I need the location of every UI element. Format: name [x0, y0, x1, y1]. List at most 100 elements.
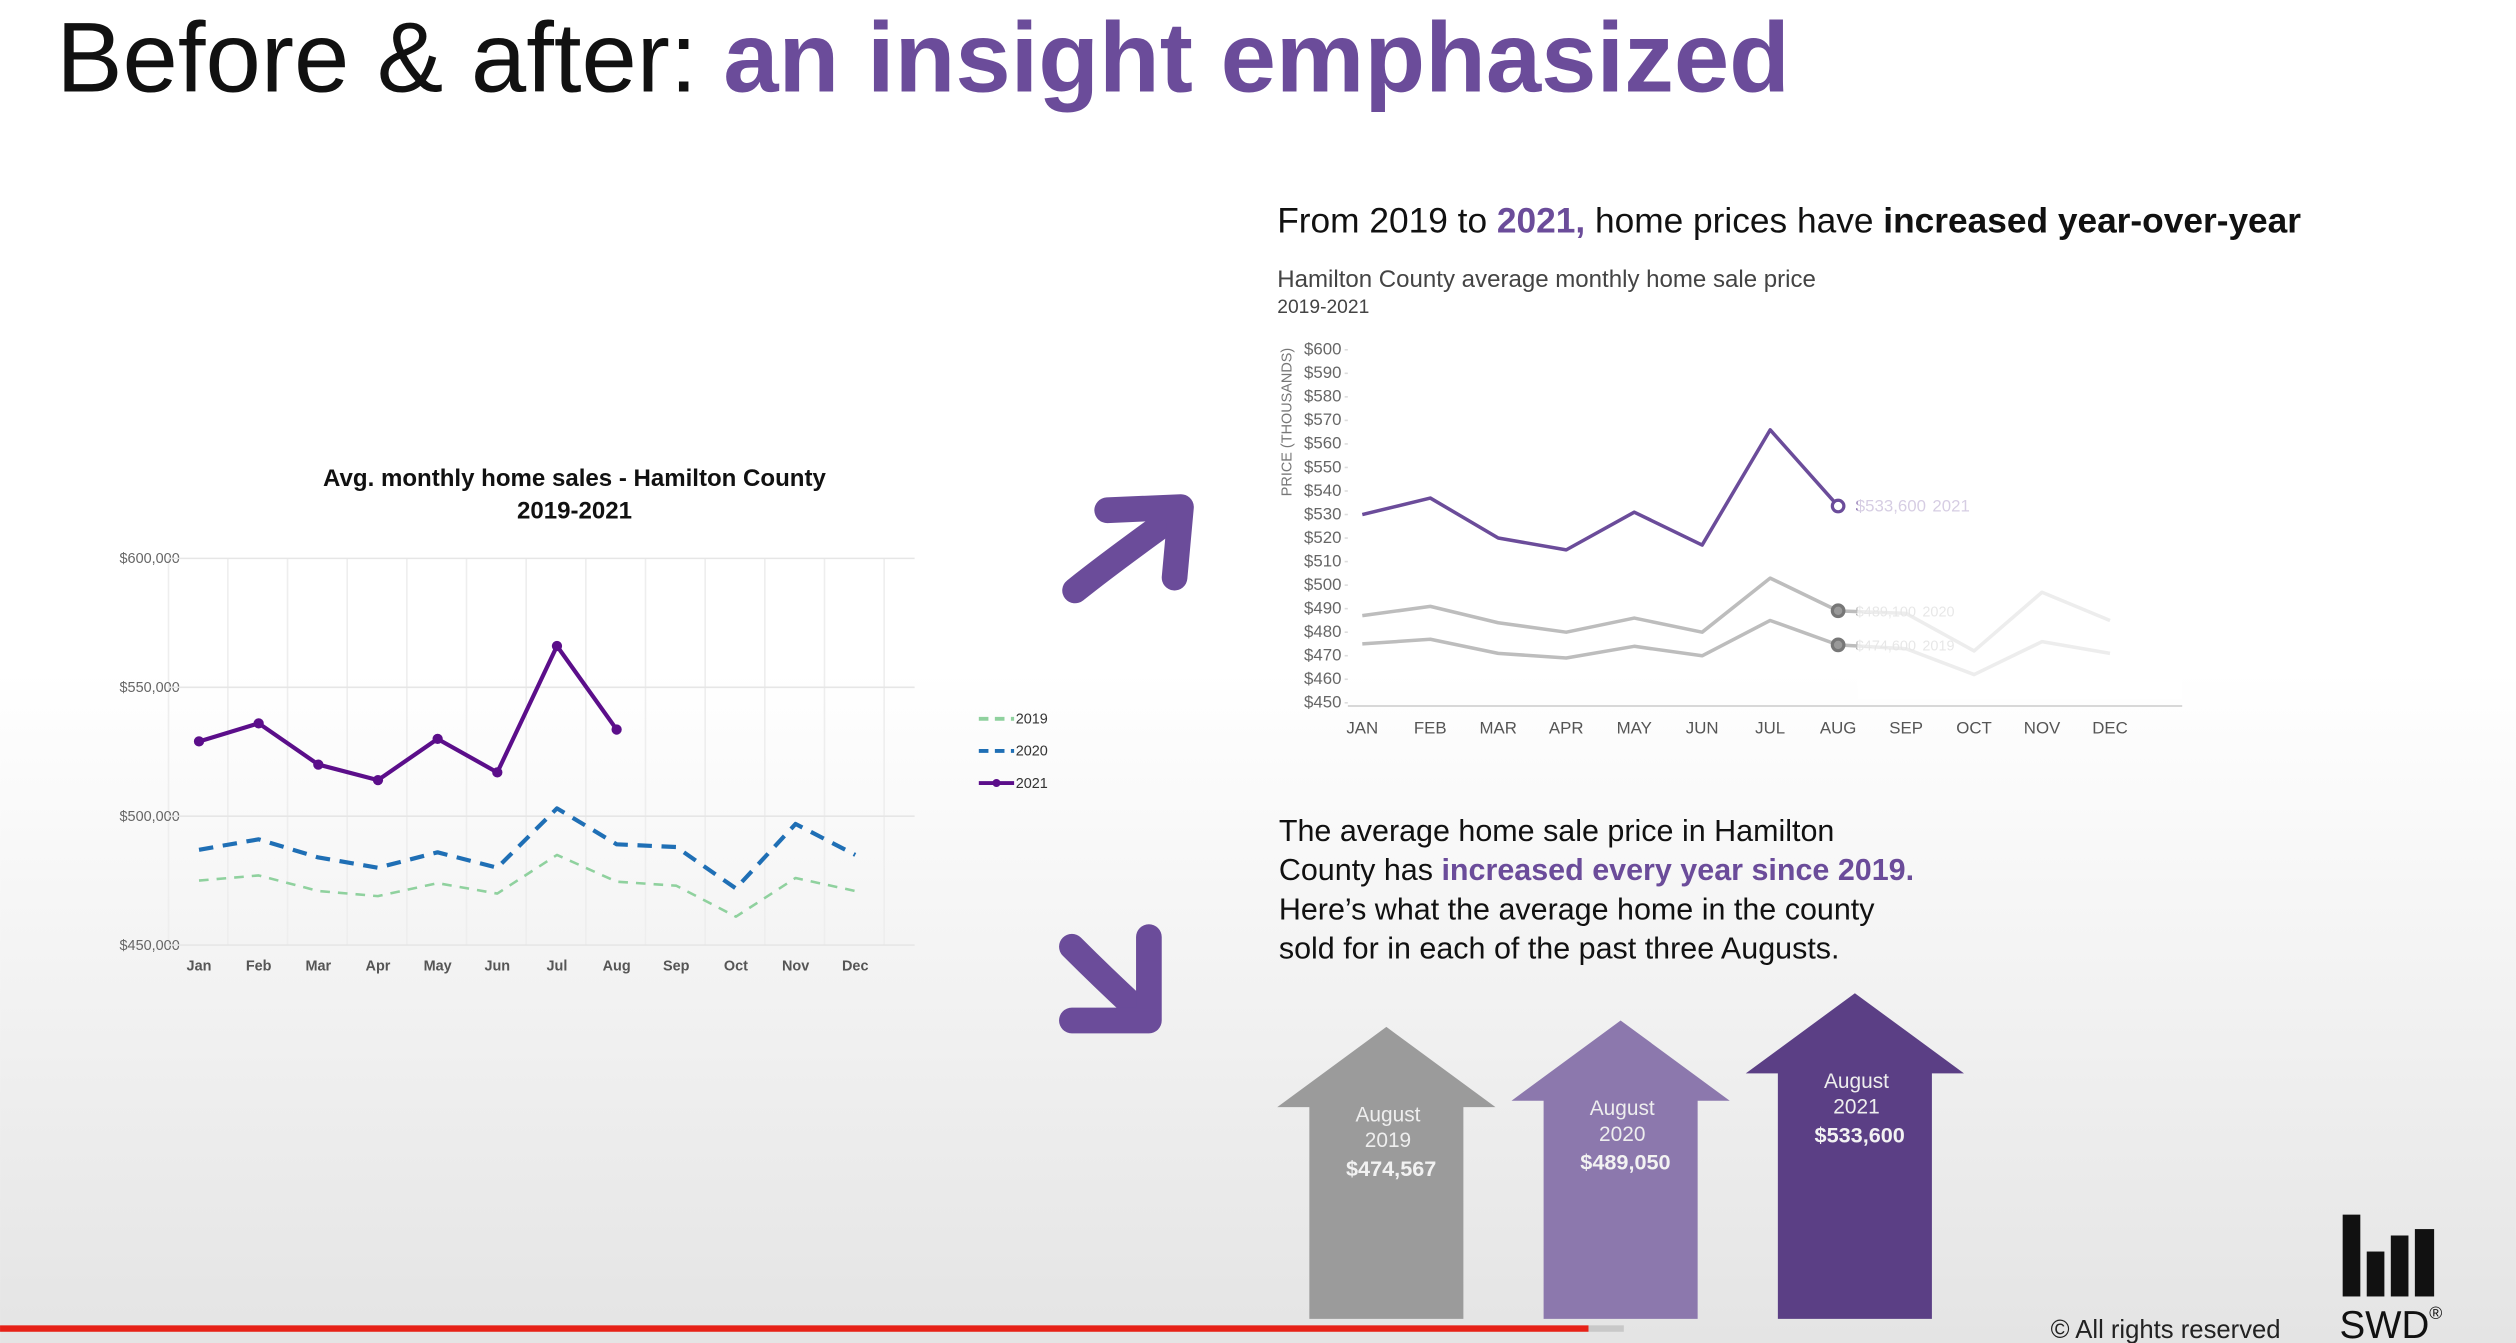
x-tick-label: Jan: [187, 959, 212, 975]
logo-bars: [2342, 1214, 2435, 1297]
future-fade: [1857, 343, 2183, 700]
x-tick-label: DEC: [2092, 718, 2128, 737]
x-tick-label: Sep: [663, 959, 690, 975]
paragraph-line: County has increased every year since 20…: [1279, 853, 1914, 887]
point-annotation-marker: [1830, 498, 1846, 514]
paragraph-text: sold for in each of the past three Augus…: [1279, 932, 1840, 966]
y-tick-label: $540: [1304, 481, 1341, 500]
series-line: [1361, 428, 1840, 552]
title-accent: an insight emphasized: [723, 2, 1790, 113]
logo-mark: ®: [2429, 1303, 2442, 1323]
progress-played[interactable]: [0, 1325, 1589, 1332]
copyright: © All rights reserved: [2051, 1316, 2281, 1343]
x-tick-label: Jun: [484, 959, 510, 975]
y-tick-label: $590: [1304, 363, 1341, 382]
y-tick-label: $570: [1304, 410, 1341, 429]
chart-title: Hamilton County average monthly home sal…: [1277, 266, 1816, 293]
y-tick-label: $600,000: [120, 551, 180, 567]
block-arrow: [1277, 1026, 1496, 1319]
y-tick-label: $490: [1304, 598, 1341, 617]
arrow-year: 2020: [1599, 1123, 1645, 1146]
series-line: [198, 806, 857, 891]
chart-title: Avg. monthly home sales - Hamilton Count…: [323, 465, 826, 492]
arrow-up: [1062, 510, 1178, 604]
arrow-price: $474,567: [1346, 1156, 1436, 1181]
headline-segment: From 2019 to: [1277, 202, 1497, 241]
x-tick-label: Aug: [603, 959, 631, 975]
y-tick-label: $550: [1304, 457, 1341, 476]
x-tick-label: APR: [1549, 718, 1584, 737]
series-marker: [193, 736, 205, 747]
y-tick-label: $520: [1304, 528, 1341, 547]
logo-text: SWD®: [2339, 1303, 2442, 1343]
x-tick-label: May: [424, 959, 452, 975]
series-marker: [432, 733, 443, 744]
arrow-year: 2019: [1365, 1129, 1411, 1152]
x-tick-label: Feb: [246, 959, 272, 975]
logo-word: SWD: [2339, 1304, 2429, 1343]
x-tick-label: JAN: [1346, 718, 1378, 737]
series-line: [198, 643, 619, 783]
series-marker: [313, 759, 324, 770]
series-line: [198, 853, 856, 918]
paragraph-line: sold for in each of the past three Augus…: [1279, 932, 1840, 966]
point-annotation-marker: [1830, 637, 1846, 653]
arrow-up-head: [1094, 494, 1194, 591]
x-tick-label: MAY: [1617, 718, 1652, 737]
block-arrow: [1511, 1020, 1730, 1319]
paragraph-text: County has: [1279, 853, 1442, 887]
headline-segment: 2021,: [1497, 202, 1585, 241]
x-tick-label: AUG: [1820, 718, 1856, 737]
right-chart: Hamilton County average monthly home sal…: [1277, 266, 2183, 737]
x-tick-label: SEP: [1889, 718, 1923, 737]
x-tick-label: OCT: [1956, 718, 1992, 737]
chart-subtitle: 2019-2021: [1277, 297, 1369, 318]
arrow-down-head: [1059, 924, 1162, 1034]
series-marker: [492, 767, 503, 778]
headline-segment: home prices have: [1585, 202, 1883, 241]
paragraph-text: The average home sale price in Hamilton: [1279, 814, 1834, 848]
x-tick-label: Oct: [724, 959, 748, 975]
y-tick-label: $450,000: [120, 938, 180, 954]
paragraph-line: Here’s what the average home in the coun…: [1279, 892, 1875, 926]
y-tick-label: $500: [1304, 575, 1341, 594]
legend-label: 2020: [1016, 744, 1048, 760]
y-tick-label: $450: [1304, 693, 1341, 712]
x-tick-label: NOV: [2024, 718, 2061, 737]
headline: From 2019 to 2021, home prices have incr…: [1277, 202, 2301, 241]
arrow-month: August: [1590, 1097, 1655, 1120]
y-axis-label: PRICE (THOUSANDS): [1280, 348, 1296, 496]
progress-buffered[interactable]: [1588, 1325, 1624, 1332]
paragraph-emphasis: increased every year since 2019.: [1441, 853, 1914, 887]
block-arrow: [1745, 993, 1964, 1319]
y-tick-label: $480: [1304, 622, 1341, 641]
arrow-month: August: [1824, 1070, 1889, 1093]
arrow-price: $533,600: [1815, 1122, 1905, 1147]
y-tick-label: $500,000: [120, 809, 180, 825]
paragraph-line: The average home sale price in Hamilton: [1279, 814, 1834, 848]
series-marker: [611, 724, 622, 735]
series-marker: [253, 718, 264, 729]
legend-marker: [992, 779, 1001, 788]
paragraph-text: Here’s what the average home in the coun…: [1279, 892, 1875, 926]
y-tick-label: $600: [1304, 340, 1341, 359]
x-tick-label: Mar: [305, 959, 331, 975]
x-tick-label: JUN: [1686, 718, 1719, 737]
block-arrows: August2019$474,567August2020$489,050Augu…: [1277, 993, 1964, 1319]
legend-label: 2019: [1016, 712, 1048, 728]
hand-arrows: [1059, 494, 1194, 1034]
x-tick-label: Dec: [842, 959, 869, 975]
y-tick-label: $550,000: [120, 680, 180, 696]
y-tick-label: $510: [1304, 551, 1341, 570]
y-tick-label: $470: [1304, 646, 1341, 665]
y-tick-label: $530: [1304, 504, 1341, 523]
paragraph: The average home sale price in Hamilton C…: [1279, 814, 1914, 966]
arrow-year: 2021: [1833, 1096, 1879, 1119]
headline-segment: increased year-over-year: [1883, 202, 2301, 241]
arrow-month: August: [1356, 1104, 1421, 1127]
series-marker: [372, 774, 384, 786]
chart-subtitle: 2019-2021: [517, 497, 632, 524]
arrow-price: $489,050: [1580, 1150, 1670, 1175]
